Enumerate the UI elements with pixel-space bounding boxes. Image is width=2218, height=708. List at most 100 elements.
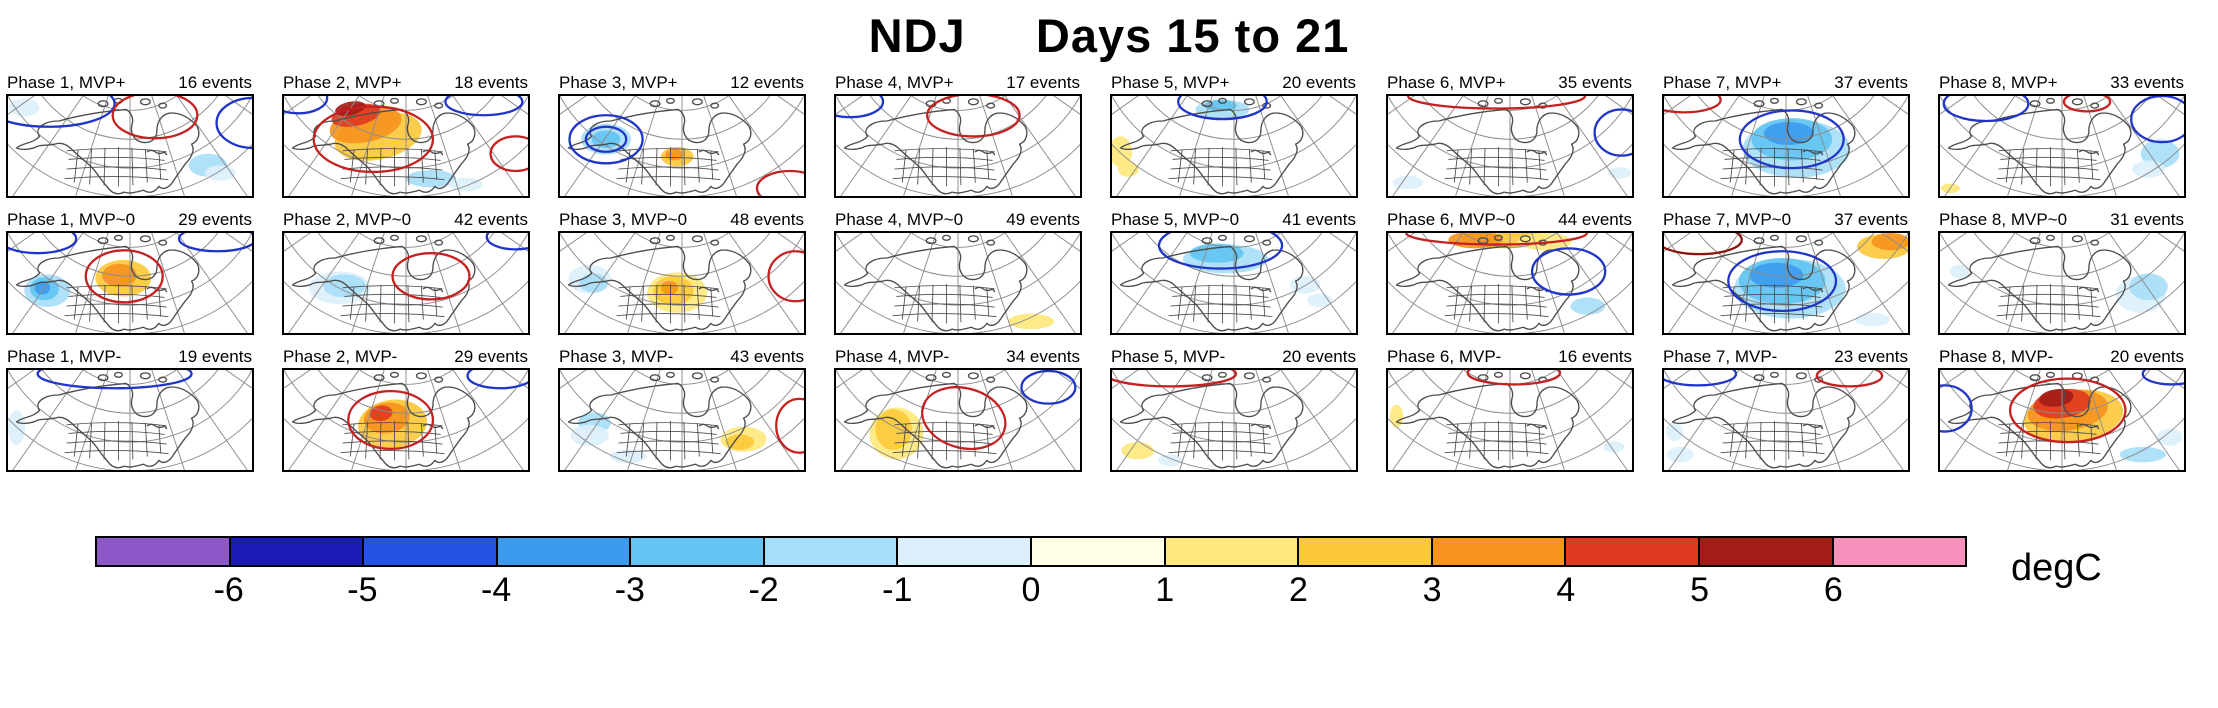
- state-borders: [892, 420, 997, 461]
- panel-event-count: 37 events: [1834, 73, 1908, 92]
- colorbar-unit-label: degC: [2011, 547, 2102, 589]
- contour-line: [767, 250, 804, 303]
- map-panel: Phase 4, MVP- 34 events: [834, 347, 1082, 472]
- contour-line: [8, 96, 116, 128]
- contour-line: [775, 397, 804, 454]
- contour-line: [444, 96, 524, 117]
- map-panel: Phase 4, MVP~0 49 events: [834, 210, 1082, 335]
- colorbar-segment: [1299, 538, 1433, 565]
- panel-title: Phase 8, MVP+: [1939, 73, 2058, 92]
- circulation-contours: [767, 250, 804, 303]
- contour-line: [347, 390, 435, 450]
- panel-header: Phase 1, MVP+ 16 events: [6, 73, 254, 94]
- anomaly-blob: [1389, 404, 1404, 428]
- state-borders: [1996, 420, 2101, 461]
- colorbar-tick-label: 4: [1556, 571, 1576, 609]
- anomaly-map: [6, 231, 254, 335]
- contour-line: [921, 386, 1007, 451]
- anomaly-blob: [8, 98, 40, 117]
- panel-header: Phase 8, MVP~0 31 events: [1938, 210, 2186, 231]
- panel-header: Phase 8, MVP+ 33 events: [1938, 73, 2186, 94]
- panel-header: Phase 5, MVP~0 41 events: [1110, 210, 1358, 231]
- contour-line: [1020, 370, 1077, 405]
- anomaly-blob: [2132, 160, 2165, 178]
- circulation-contours: [8, 233, 252, 304]
- coastlines: [1395, 97, 1580, 195]
- graticule: [560, 96, 804, 196]
- coastlines: [567, 97, 752, 195]
- colorbar-tick-label: -6: [213, 571, 244, 609]
- contour-line: [2062, 96, 2112, 113]
- state-borders: [616, 420, 721, 461]
- anomaly-blob: [2129, 273, 2168, 301]
- panel-title: Phase 8, MVP-: [1939, 347, 2054, 366]
- panel-event-count: 29 events: [454, 347, 528, 366]
- circulation-contours: [1664, 233, 1838, 313]
- circulation-contours: [347, 370, 528, 450]
- panel-header: Phase 3, MVP~0 48 events: [558, 210, 806, 231]
- graticule: [1664, 370, 1908, 470]
- panel-event-count: 43 events: [730, 347, 804, 366]
- anomaly-map: [1386, 368, 1634, 472]
- panel-title: Phase 7, MVP+: [1663, 73, 1782, 92]
- circulation-contours: [36, 370, 193, 390]
- panel-event-count: 16 events: [178, 73, 252, 92]
- panel-header: Phase 2, MVP~0 42 events: [282, 210, 530, 231]
- panels-grid: Phase 1, MVP+ 16 events Phase 2, MVP+ 18 e…: [0, 63, 2218, 472]
- colorbar-tick-label: -4: [481, 571, 512, 609]
- map-panel: Phase 6, MVP- 16 events: [1386, 347, 1634, 472]
- anomaly-map: [1662, 231, 1910, 335]
- state-borders: [892, 146, 997, 187]
- anomaly-map: [1662, 368, 1910, 472]
- colorbar-tick-label: 0: [1021, 571, 1041, 609]
- state-borders: [1444, 146, 1549, 187]
- graticule: [1388, 233, 1632, 333]
- coastlines: [15, 371, 200, 469]
- contour-line: [1530, 247, 1607, 296]
- panel-title: Phase 5, MVP~0: [1111, 210, 1240, 229]
- anomaly-map: [1938, 368, 2186, 472]
- panel-header: Phase 3, MVP- 43 events: [558, 347, 806, 368]
- colorbar-segment: [1032, 538, 1166, 565]
- contour-line: [1593, 108, 1632, 157]
- colorbar-segment: [230, 538, 365, 565]
- colorbar-segment: [364, 538, 498, 565]
- contour-line: [755, 169, 804, 196]
- panel-title: Phase 2, MVP~0: [283, 210, 412, 229]
- anomaly-map: [1110, 231, 1358, 335]
- contour-line: [1157, 233, 1284, 270]
- anomaly-blob: [875, 409, 912, 450]
- contour-line: [36, 370, 193, 390]
- contour-line: [1940, 384, 1973, 433]
- graticule: [8, 96, 252, 196]
- circulation-contours: [1940, 370, 2184, 444]
- colorbar-segment: [1833, 538, 1966, 565]
- colorbar-segment: [764, 538, 899, 565]
- anomaly-blob: [1749, 262, 1804, 288]
- graticule: [1388, 96, 1632, 196]
- panel-title: Phase 3, MVP+: [559, 73, 678, 92]
- panel-event-count: 20 events: [1282, 347, 1356, 366]
- state-borders: [340, 283, 445, 324]
- contour-line: [284, 96, 329, 115]
- graticule: [284, 96, 528, 196]
- circulation-contours: [921, 370, 1077, 451]
- contour-line: [568, 114, 644, 165]
- state-borders: [1168, 283, 1273, 324]
- anomaly-blob: [1666, 446, 1694, 463]
- state-borders: [64, 146, 169, 187]
- map-panel: Phase 1, MVP+ 16 events: [6, 73, 254, 198]
- panel-title: Phase 3, MVP~0: [559, 210, 688, 229]
- colorbar-segment: [497, 538, 632, 565]
- circulation-contours: [1664, 370, 1884, 388]
- panel-title: Phase 1, MVP+: [7, 73, 126, 92]
- contour-line: [466, 370, 528, 390]
- panel-event-count: 17 events: [1006, 73, 1080, 92]
- contour-line: [1177, 96, 1268, 121]
- panel-title: Phase 6, MVP+: [1387, 73, 1506, 92]
- anomaly-blob: [609, 449, 647, 464]
- state-borders: [1996, 283, 2101, 324]
- state-borders: [64, 420, 169, 461]
- panel-title: Phase 5, MVP-: [1111, 347, 1226, 366]
- anomaly-blob: [1665, 421, 1684, 442]
